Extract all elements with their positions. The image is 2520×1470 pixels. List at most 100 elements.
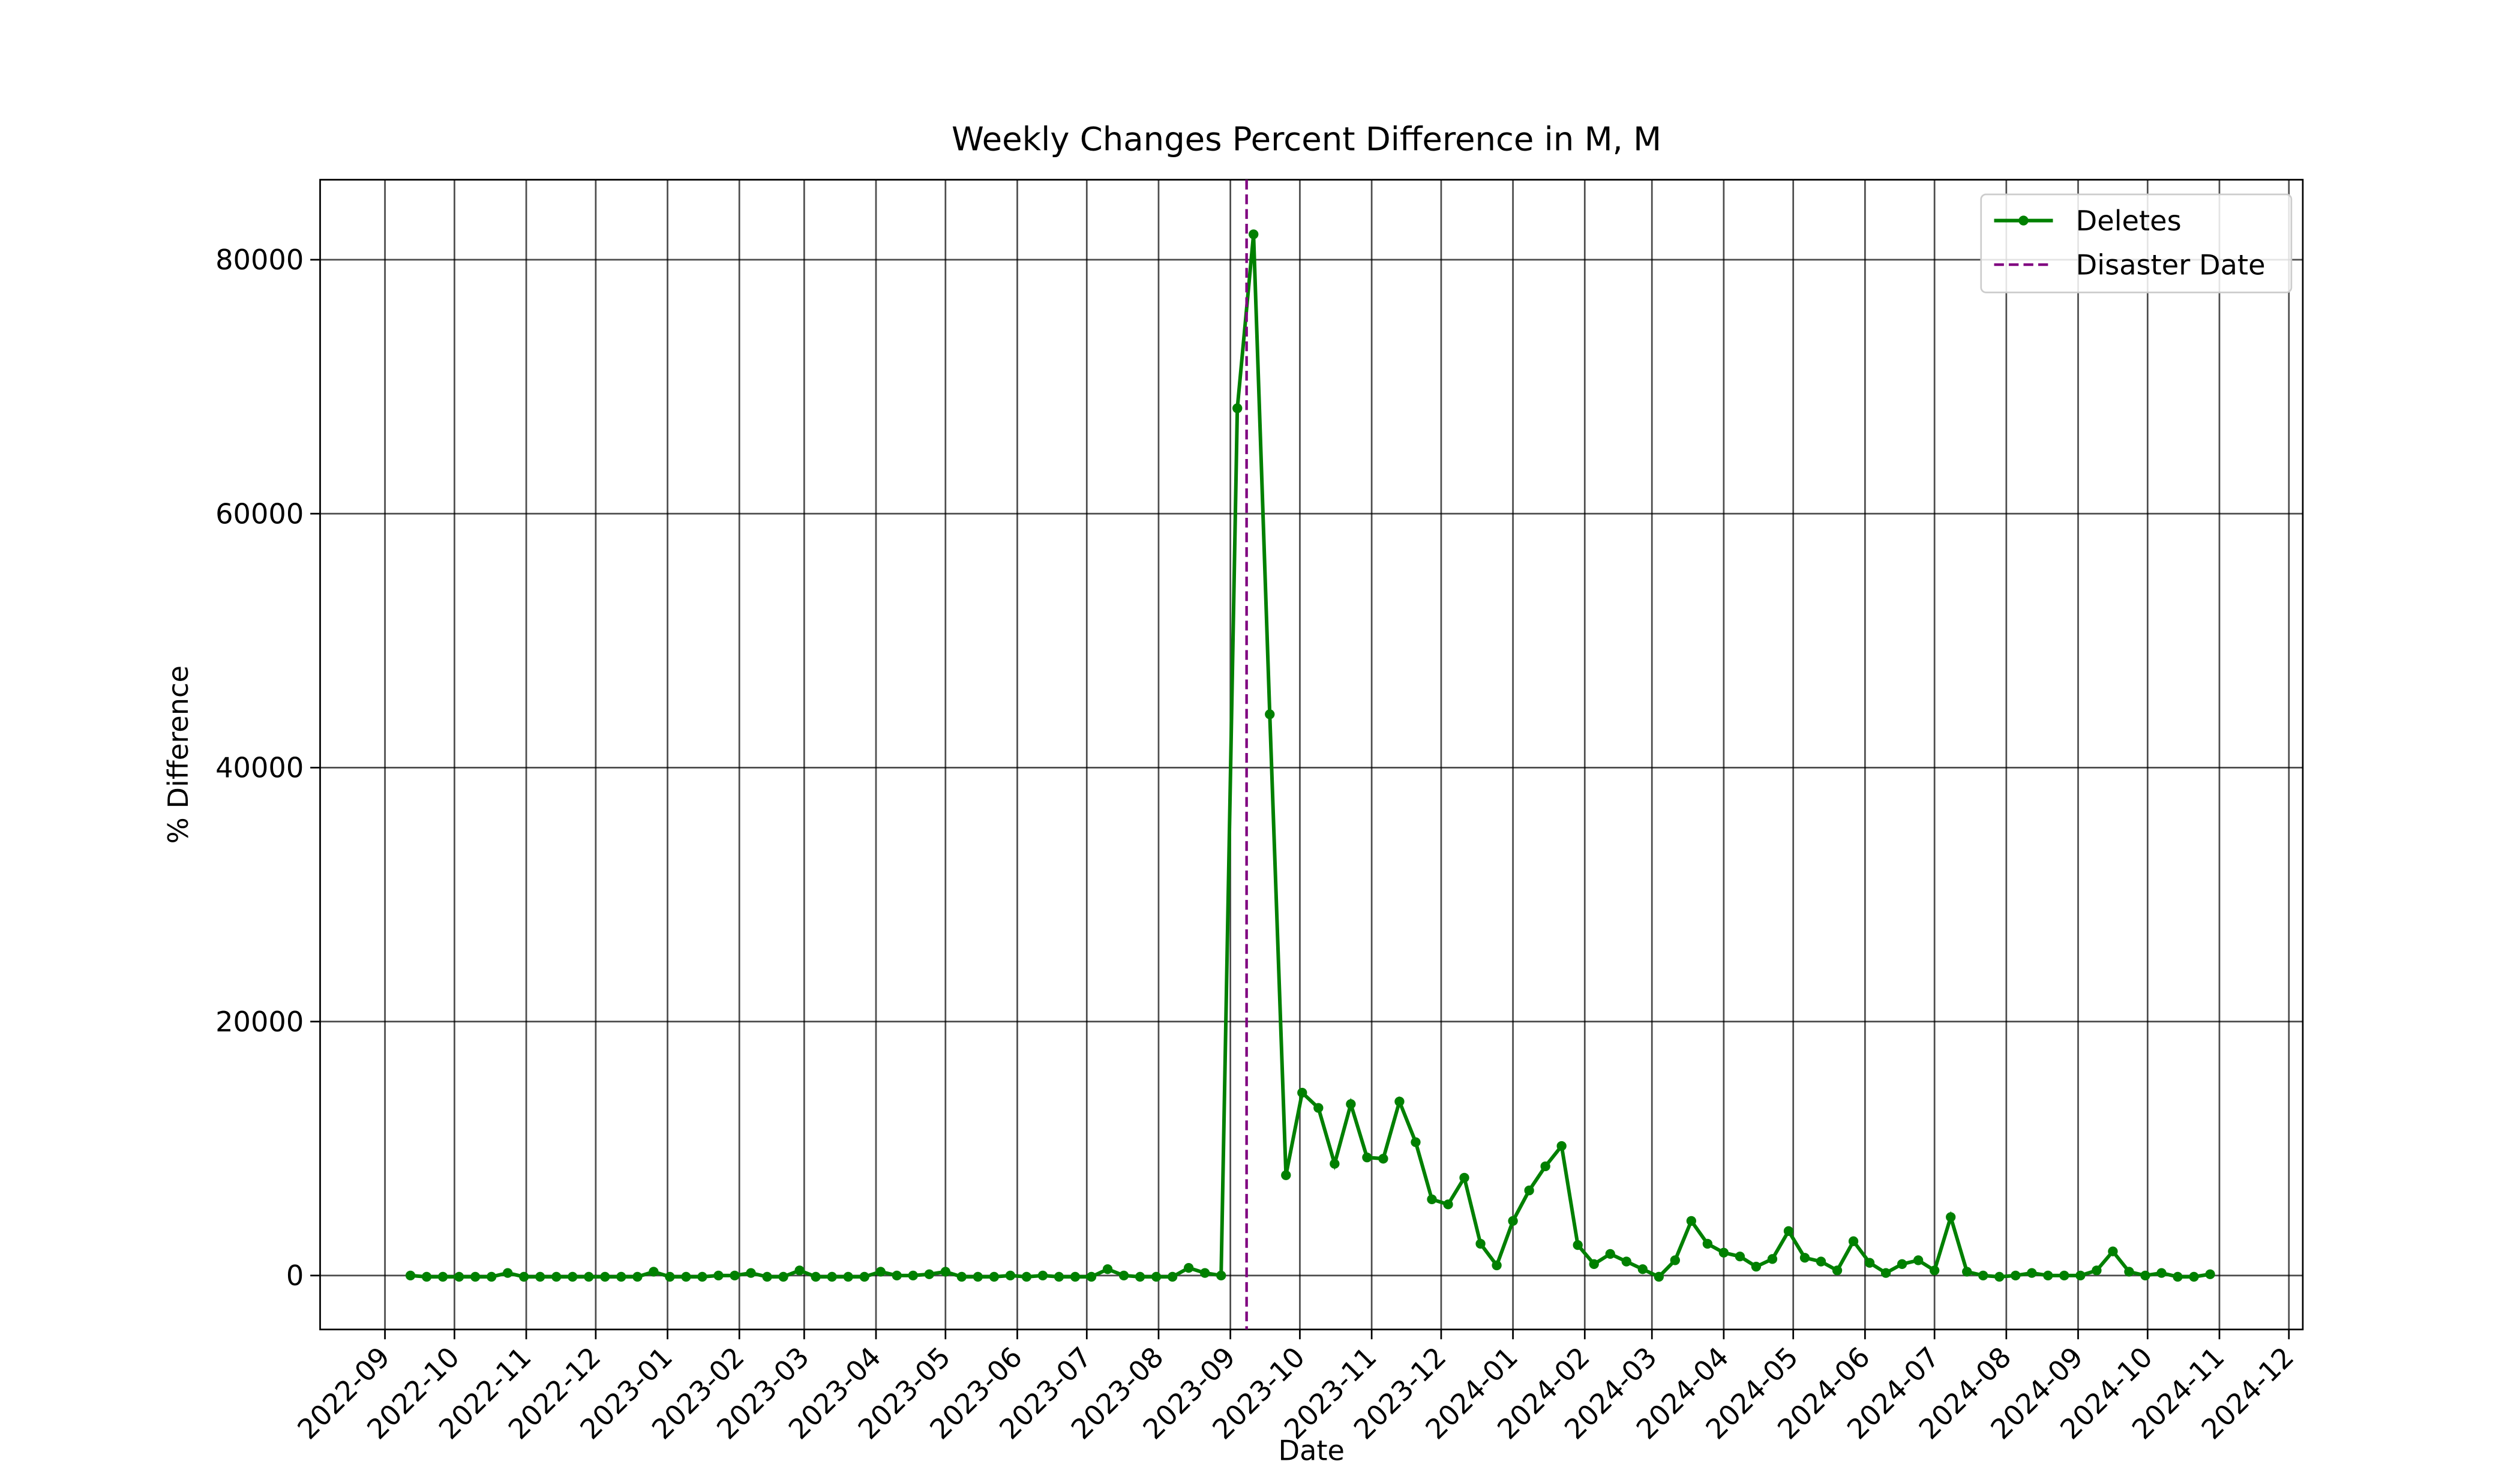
data-point: [1832, 1265, 1843, 1276]
data-point: [1913, 1255, 1924, 1265]
data-point: [1411, 1137, 1421, 1147]
x-axis-label: Date: [1278, 1435, 1345, 1467]
data-point: [1216, 1270, 1226, 1281]
data-point: [2075, 1270, 2086, 1281]
data-point: [940, 1267, 950, 1277]
data-point: [1540, 1161, 1550, 1172]
data-point: [600, 1271, 610, 1282]
data-point: [421, 1271, 432, 1282]
data-point: [989, 1271, 1000, 1282]
data-point: [681, 1271, 691, 1282]
data-point: [1686, 1216, 1697, 1226]
data-point: [2173, 1271, 2183, 1282]
y-tick-label: 40000: [215, 752, 304, 784]
data-point: [1265, 709, 1275, 719]
data-point: [1767, 1254, 1778, 1264]
data-point: [1135, 1271, 1145, 1282]
data-point: [2011, 1270, 2021, 1281]
data-point: [908, 1270, 918, 1281]
data-point: [1021, 1271, 1032, 1282]
data-point: [632, 1271, 643, 1282]
data-point: [859, 1271, 869, 1282]
data-point: [1524, 1185, 1534, 1196]
data-point: [551, 1271, 562, 1282]
data-point: [535, 1271, 545, 1282]
data-point: [2092, 1265, 2102, 1276]
data-point: [1848, 1236, 1859, 1246]
data-point: [2059, 1270, 2069, 1281]
data-point: [762, 1271, 772, 1282]
y-axis-label: % Difference: [162, 665, 194, 844]
data-point: [973, 1271, 983, 1282]
data-point: [519, 1271, 529, 1282]
plot-frame: [319, 179, 2304, 1331]
data-point: [1346, 1099, 1356, 1109]
data-point: [1475, 1238, 1486, 1249]
data-point: [1556, 1141, 1567, 1151]
data-point: [1508, 1216, 1518, 1226]
data-point: [794, 1265, 805, 1276]
data-point: [1751, 1261, 1762, 1272]
data-point: [1702, 1238, 1713, 1249]
data-point: [811, 1271, 821, 1282]
data-point: [1670, 1255, 1680, 1265]
data-point: [1054, 1271, 1064, 1282]
data-point: [2043, 1270, 2053, 1281]
data-point: [1459, 1172, 1469, 1183]
data-point: [1199, 1268, 1210, 1278]
data-point: [1005, 1270, 1016, 1281]
data-point: [1816, 1256, 1826, 1267]
data-point: [1994, 1271, 2005, 1282]
legend-swatch-dot: [2018, 215, 2029, 226]
data-point: [1735, 1251, 1745, 1262]
data-point: [1183, 1262, 1194, 1273]
data-point: [1232, 403, 1243, 413]
legend-label: Deletes: [2076, 205, 2182, 237]
data-point: [1151, 1271, 1162, 1282]
data-point: [843, 1271, 853, 1282]
data-point: [713, 1270, 724, 1281]
data-point: [1897, 1259, 1907, 1269]
data-point: [1799, 1253, 1810, 1263]
data-point: [2027, 1268, 2037, 1278]
data-point: [616, 1271, 626, 1282]
data-point: [503, 1268, 513, 1278]
data-point: [778, 1271, 788, 1282]
data-point: [1037, 1270, 1048, 1281]
data-point: [1297, 1087, 1307, 1098]
data-point: [1313, 1103, 1324, 1113]
data-point: [1946, 1212, 1956, 1222]
data-point: [568, 1271, 578, 1282]
chart-title: Weekly Changes Percent Difference in M, …: [952, 120, 1661, 158]
data-point: [875, 1267, 886, 1277]
data-point: [1249, 229, 1259, 239]
data-point: [584, 1271, 594, 1282]
data-point: [454, 1271, 464, 1282]
data-point: [1070, 1271, 1081, 1282]
data-point: [2156, 1268, 2167, 1278]
data-point: [730, 1270, 740, 1281]
data-point: [649, 1267, 659, 1277]
data-point: [2108, 1246, 2118, 1256]
y-tick-label: 60000: [215, 497, 304, 530]
data-point: [1281, 1170, 1291, 1180]
data-point: [1492, 1260, 1502, 1271]
data-point: [956, 1271, 967, 1282]
y-tick-label: 0: [286, 1259, 304, 1292]
legend-box: [1980, 193, 2293, 293]
data-point: [2140, 1270, 2150, 1281]
data-point: [2205, 1269, 2215, 1279]
data-point: [1978, 1270, 1988, 1281]
data-point: [1930, 1265, 1940, 1276]
data-point: [470, 1271, 481, 1282]
y-tick-label: 80000: [215, 244, 304, 276]
data-point: [1573, 1240, 1583, 1250]
data-point: [1086, 1271, 1097, 1282]
data-point: [405, 1270, 416, 1281]
legend-label: Disaster Date: [2076, 248, 2266, 281]
data-point: [1637, 1264, 1648, 1274]
data-point: [1378, 1153, 1388, 1164]
data-point: [665, 1271, 675, 1282]
legend: Deletes Disaster Date: [1980, 193, 2293, 293]
